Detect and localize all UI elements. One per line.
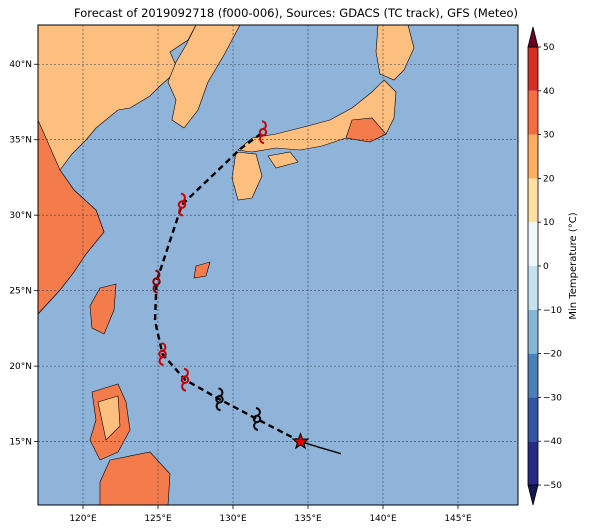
past-track-line <box>300 440 342 455</box>
colorbar-bin <box>528 441 538 485</box>
colorbar-bin <box>528 266 538 310</box>
colorbar-bin <box>528 47 538 91</box>
colorbar-tick-label: −40 <box>543 437 562 447</box>
colorbar-tick-label: 30 <box>543 131 555 141</box>
land-luzon-cool <box>97 395 121 441</box>
cyclone-symbol-icon <box>158 342 167 367</box>
colorbar-bin <box>528 134 538 179</box>
colorbar-tick-label: −50 <box>543 481 562 491</box>
colorbar-tick-label: 20 <box>543 174 555 184</box>
colorbar-label: Min Temperature (°C) <box>568 212 579 319</box>
grid-lines <box>38 25 518 505</box>
land-hokkaido <box>375 25 415 81</box>
lon-tick-label: 130°E <box>219 514 247 524</box>
colorbar-bin <box>528 397 538 442</box>
lat-tick-label: 25°N <box>9 287 32 297</box>
cyclone-symbol-icon <box>152 269 161 294</box>
land-honshu-warm <box>345 117 387 143</box>
cyclone-symbol-icon <box>215 387 224 412</box>
colorbar-tick-label: 0 <box>543 262 549 272</box>
lat-tick-label: 20°N <box>9 362 32 372</box>
cyclone-symbol-icon <box>180 367 190 392</box>
cyclone-symbol-icon <box>258 120 268 145</box>
lon-tick-label: 120°E <box>69 514 97 524</box>
land-ryukyu <box>193 261 211 279</box>
forecast-track-line <box>153 131 302 443</box>
colorbar-extend-high <box>527 26 539 48</box>
land-shikoku <box>267 151 299 169</box>
lon-tick-label: 145°E <box>444 514 472 524</box>
map-title: Forecast of 2019092718 (f000-006), Sourc… <box>74 6 518 20</box>
lat-tick-label: 40°N <box>9 60 32 70</box>
colorbar-bin <box>528 90 538 135</box>
map-plot-area <box>38 25 518 505</box>
lon-tick-label: 125°E <box>144 514 172 524</box>
colorbar-tick-label: 40 <box>543 87 555 97</box>
colorbar-tick-label: −30 <box>543 393 562 403</box>
colorbar-bin <box>528 178 538 223</box>
lat-tick-label: 35°N <box>9 136 32 146</box>
lat-tick-label: 15°N <box>9 438 32 448</box>
land-visayas <box>99 451 171 505</box>
land-taiwan <box>89 283 117 335</box>
colorbar-bin <box>528 353 538 398</box>
colorbar-extend-low <box>527 484 539 506</box>
colorbar: −50 −40 −30 −20 −10 0 10 20 30 40 50 Min Temperatu… <box>527 26 579 506</box>
colorbar-tick-label: 10 <box>543 218 555 228</box>
latitude-ticks: 15°N 20°N 25°N 30°N 35°N 40°N <box>9 60 38 448</box>
colorbar-bin <box>528 222 538 266</box>
cyclone-symbol-icon <box>177 192 187 217</box>
land-china-warm <box>38 119 105 315</box>
current-position-star-icon <box>291 432 310 450</box>
storm-symbols <box>152 120 268 431</box>
lat-tick-label: 30°N <box>9 211 32 221</box>
colorbar-tick-label: −10 <box>543 306 562 316</box>
cyclone-symbol-icon <box>252 406 262 431</box>
land-kyushu <box>231 151 263 201</box>
lon-tick-label: 135°E <box>294 514 322 524</box>
colorbar-tick-label: −20 <box>543 350 562 360</box>
map-frame <box>37 24 519 506</box>
longitude-ticks: 120°E 125°E 130°E 135°E 140°E 145°E <box>69 505 472 524</box>
colorbar-tick-label: 50 <box>543 43 555 53</box>
land-korea <box>167 25 241 129</box>
lon-tick-label: 140°E <box>369 514 397 524</box>
land-layer <box>38 25 415 505</box>
colorbar-bin <box>528 309 538 354</box>
